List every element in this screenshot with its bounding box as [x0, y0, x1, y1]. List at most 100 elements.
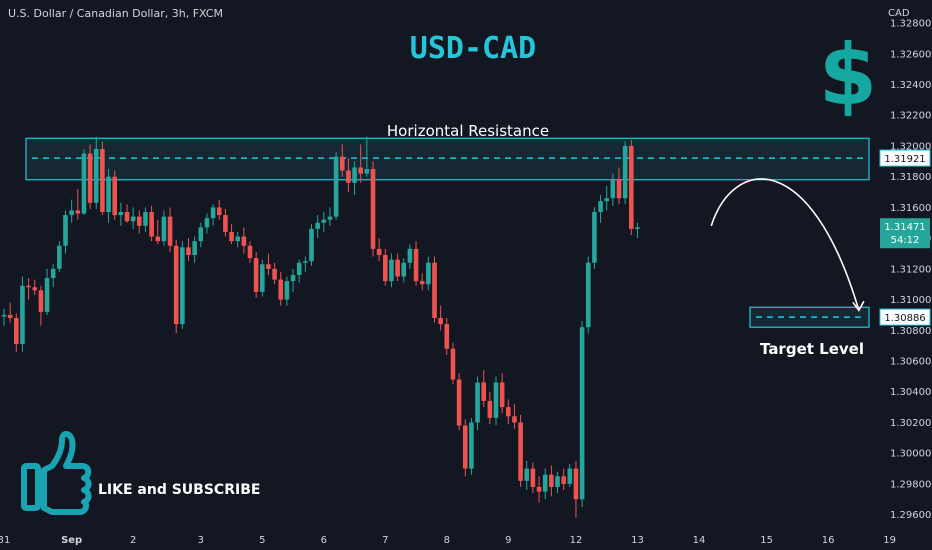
candle-body: [296, 262, 302, 275]
candle: [598, 195, 603, 223]
candle-body: [290, 274, 296, 282]
candle-body: [241, 236, 247, 246]
candle: [204, 213, 210, 234]
candle-body: [616, 179, 622, 199]
candle: [173, 239, 179, 334]
price-tick-label: 1.29600: [890, 510, 931, 521]
candle: [401, 258, 407, 283]
subscribe-label: LIKE and SUBSCRIBE: [98, 482, 260, 498]
candle: [481, 370, 486, 408]
candle-body: [635, 227, 640, 229]
candle: [272, 262, 277, 285]
candle: [290, 268, 296, 292]
time-tick-label: 31: [0, 535, 10, 546]
currency-unit: CAD: [888, 8, 910, 19]
candle: [7, 302, 13, 323]
candle: [573, 460, 579, 518]
candle-body: [278, 279, 284, 300]
price-tick-label: 1.32400: [890, 80, 931, 91]
candle-body: [339, 156, 345, 171]
candle-body: [524, 468, 530, 481]
candle: [198, 222, 204, 248]
candle: [1, 308, 7, 326]
candle: [616, 167, 622, 205]
candle-body: [75, 210, 81, 214]
candle-body: [130, 216, 136, 222]
candle: [321, 212, 327, 232]
candle-body: [315, 222, 320, 229]
candle-body: [7, 314, 13, 318]
candle: [389, 253, 394, 288]
candle-body: [493, 382, 499, 418]
candle: [26, 278, 31, 300]
candle-body: [14, 318, 19, 345]
candle: [167, 207, 173, 252]
time-tick-label: 7: [382, 535, 388, 546]
candle: [506, 399, 511, 424]
candle: [75, 188, 81, 220]
candle-body: [499, 382, 505, 408]
candle-body: [536, 486, 542, 492]
price-tick-label: 1.30800: [890, 326, 931, 337]
time-tick-label: 12: [570, 535, 583, 546]
candle-body: [555, 476, 560, 487]
candle-body: [173, 245, 179, 325]
candle: [93, 136, 99, 209]
candle: [87, 144, 93, 209]
candle: [518, 414, 523, 487]
time-tick-label: 6: [321, 535, 327, 546]
resistance-price-badge-text: 1.31921: [884, 154, 925, 165]
candle-body: [186, 247, 191, 256]
candle: [450, 342, 456, 385]
current-price-bg: [880, 218, 930, 249]
candle: [260, 259, 265, 297]
candle-body: [438, 318, 443, 325]
candle-body: [598, 201, 603, 212]
candle-body: [210, 207, 216, 219]
candle: [192, 236, 197, 263]
candle-body: [38, 290, 44, 312]
candle: [419, 273, 425, 291]
candle: [309, 224, 314, 266]
candle: [561, 468, 566, 491]
candle-body: [44, 278, 50, 312]
candle-body: [518, 422, 523, 481]
candle: [555, 471, 560, 494]
candle: [413, 241, 419, 286]
candle: [469, 417, 474, 475]
candle-body: [432, 262, 437, 318]
candle: [333, 152, 339, 220]
candle-body: [321, 219, 327, 223]
candle: [315, 215, 320, 239]
candle-body: [155, 236, 161, 242]
time-axis[interactable]: 31 Sep 2 3 5 6 7 8 9 12 13 14 15 16 19: [0, 535, 896, 546]
candle-body: [456, 379, 462, 426]
candle: [487, 391, 493, 424]
candle-body: [192, 241, 197, 256]
candle-body: [1, 314, 7, 317]
price-tick-label: 1.30000: [890, 449, 931, 460]
candle-body: [112, 176, 117, 216]
candle: [247, 241, 253, 263]
candles: [1, 136, 640, 518]
candle: [229, 224, 234, 245]
candle-body: [93, 149, 99, 203]
candle-body: [542, 474, 548, 492]
price-axis[interactable]: 1.32800 1.32600 1.32400 1.32200 1.32000 1.318…: [879, 19, 931, 522]
candle: [352, 161, 357, 196]
candle: [524, 460, 530, 491]
candle-body: [180, 247, 185, 325]
candle-body: [376, 248, 382, 256]
candle-body: [20, 285, 25, 345]
price-tick-label: 1.32600: [890, 49, 931, 60]
resistance-price-badge-bg: [879, 149, 931, 167]
candle: [278, 271, 284, 306]
candle-body: [260, 264, 265, 292]
candle-body: [622, 145, 628, 199]
current-price-badge: 1.31471 54:12: [880, 218, 930, 249]
candle: [149, 205, 154, 242]
candle-body: [629, 145, 634, 229]
candle: [610, 173, 616, 206]
candle-body: [592, 212, 597, 263]
